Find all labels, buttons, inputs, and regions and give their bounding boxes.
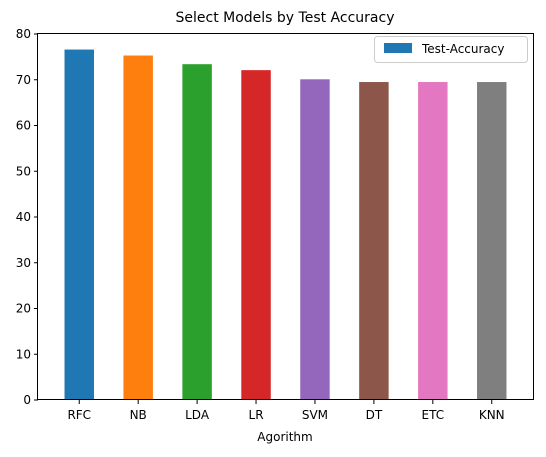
y-tick-label: 20	[16, 302, 31, 316]
y-tick-label: 80	[16, 27, 31, 41]
bar-dt	[359, 82, 389, 400]
legend-box	[374, 36, 528, 63]
legend: Test-Accuracy	[374, 36, 528, 63]
bar-nb	[123, 55, 153, 400]
x-axis: RFC NB LDA LR SVM DT ETC KNN	[67, 400, 505, 422]
y-tick-label: 40	[16, 210, 31, 224]
x-tick-label: LDA	[185, 408, 210, 422]
y-tick-label: 60	[16, 119, 31, 133]
y-axis: 0 10 20 30 40 50 60 70 80	[16, 27, 38, 407]
bar-lda	[182, 64, 212, 400]
plot-frame	[37, 33, 534, 400]
y-tick-label: 50	[16, 164, 31, 178]
y-tick-label: 70	[16, 73, 31, 87]
x-tick-label: LR	[249, 408, 264, 422]
chart-title: Select Models by Test Accuracy	[176, 10, 395, 26]
bar-lr	[241, 70, 271, 400]
bar-svm	[300, 79, 330, 400]
bar-knn	[477, 82, 507, 400]
bar-etc	[418, 82, 448, 400]
x-tick-label: DT	[366, 408, 383, 422]
x-tick-label: KNN	[479, 408, 505, 422]
x-tick-label: RFC	[67, 408, 91, 422]
y-tick-label: 30	[16, 256, 31, 270]
y-tick-label: 0	[23, 393, 31, 407]
x-tick-label: NB	[130, 408, 147, 422]
y-tick-label: 10	[16, 347, 31, 361]
legend-swatch	[384, 43, 412, 53]
x-tick-label: SVM	[302, 408, 328, 422]
x-tick-label: ETC	[422, 408, 445, 422]
x-axis-label: Agorithm	[257, 430, 312, 444]
bar-rfc	[64, 49, 94, 401]
bars-group	[64, 49, 507, 401]
legend-label: Test-Accuracy	[421, 42, 504, 56]
